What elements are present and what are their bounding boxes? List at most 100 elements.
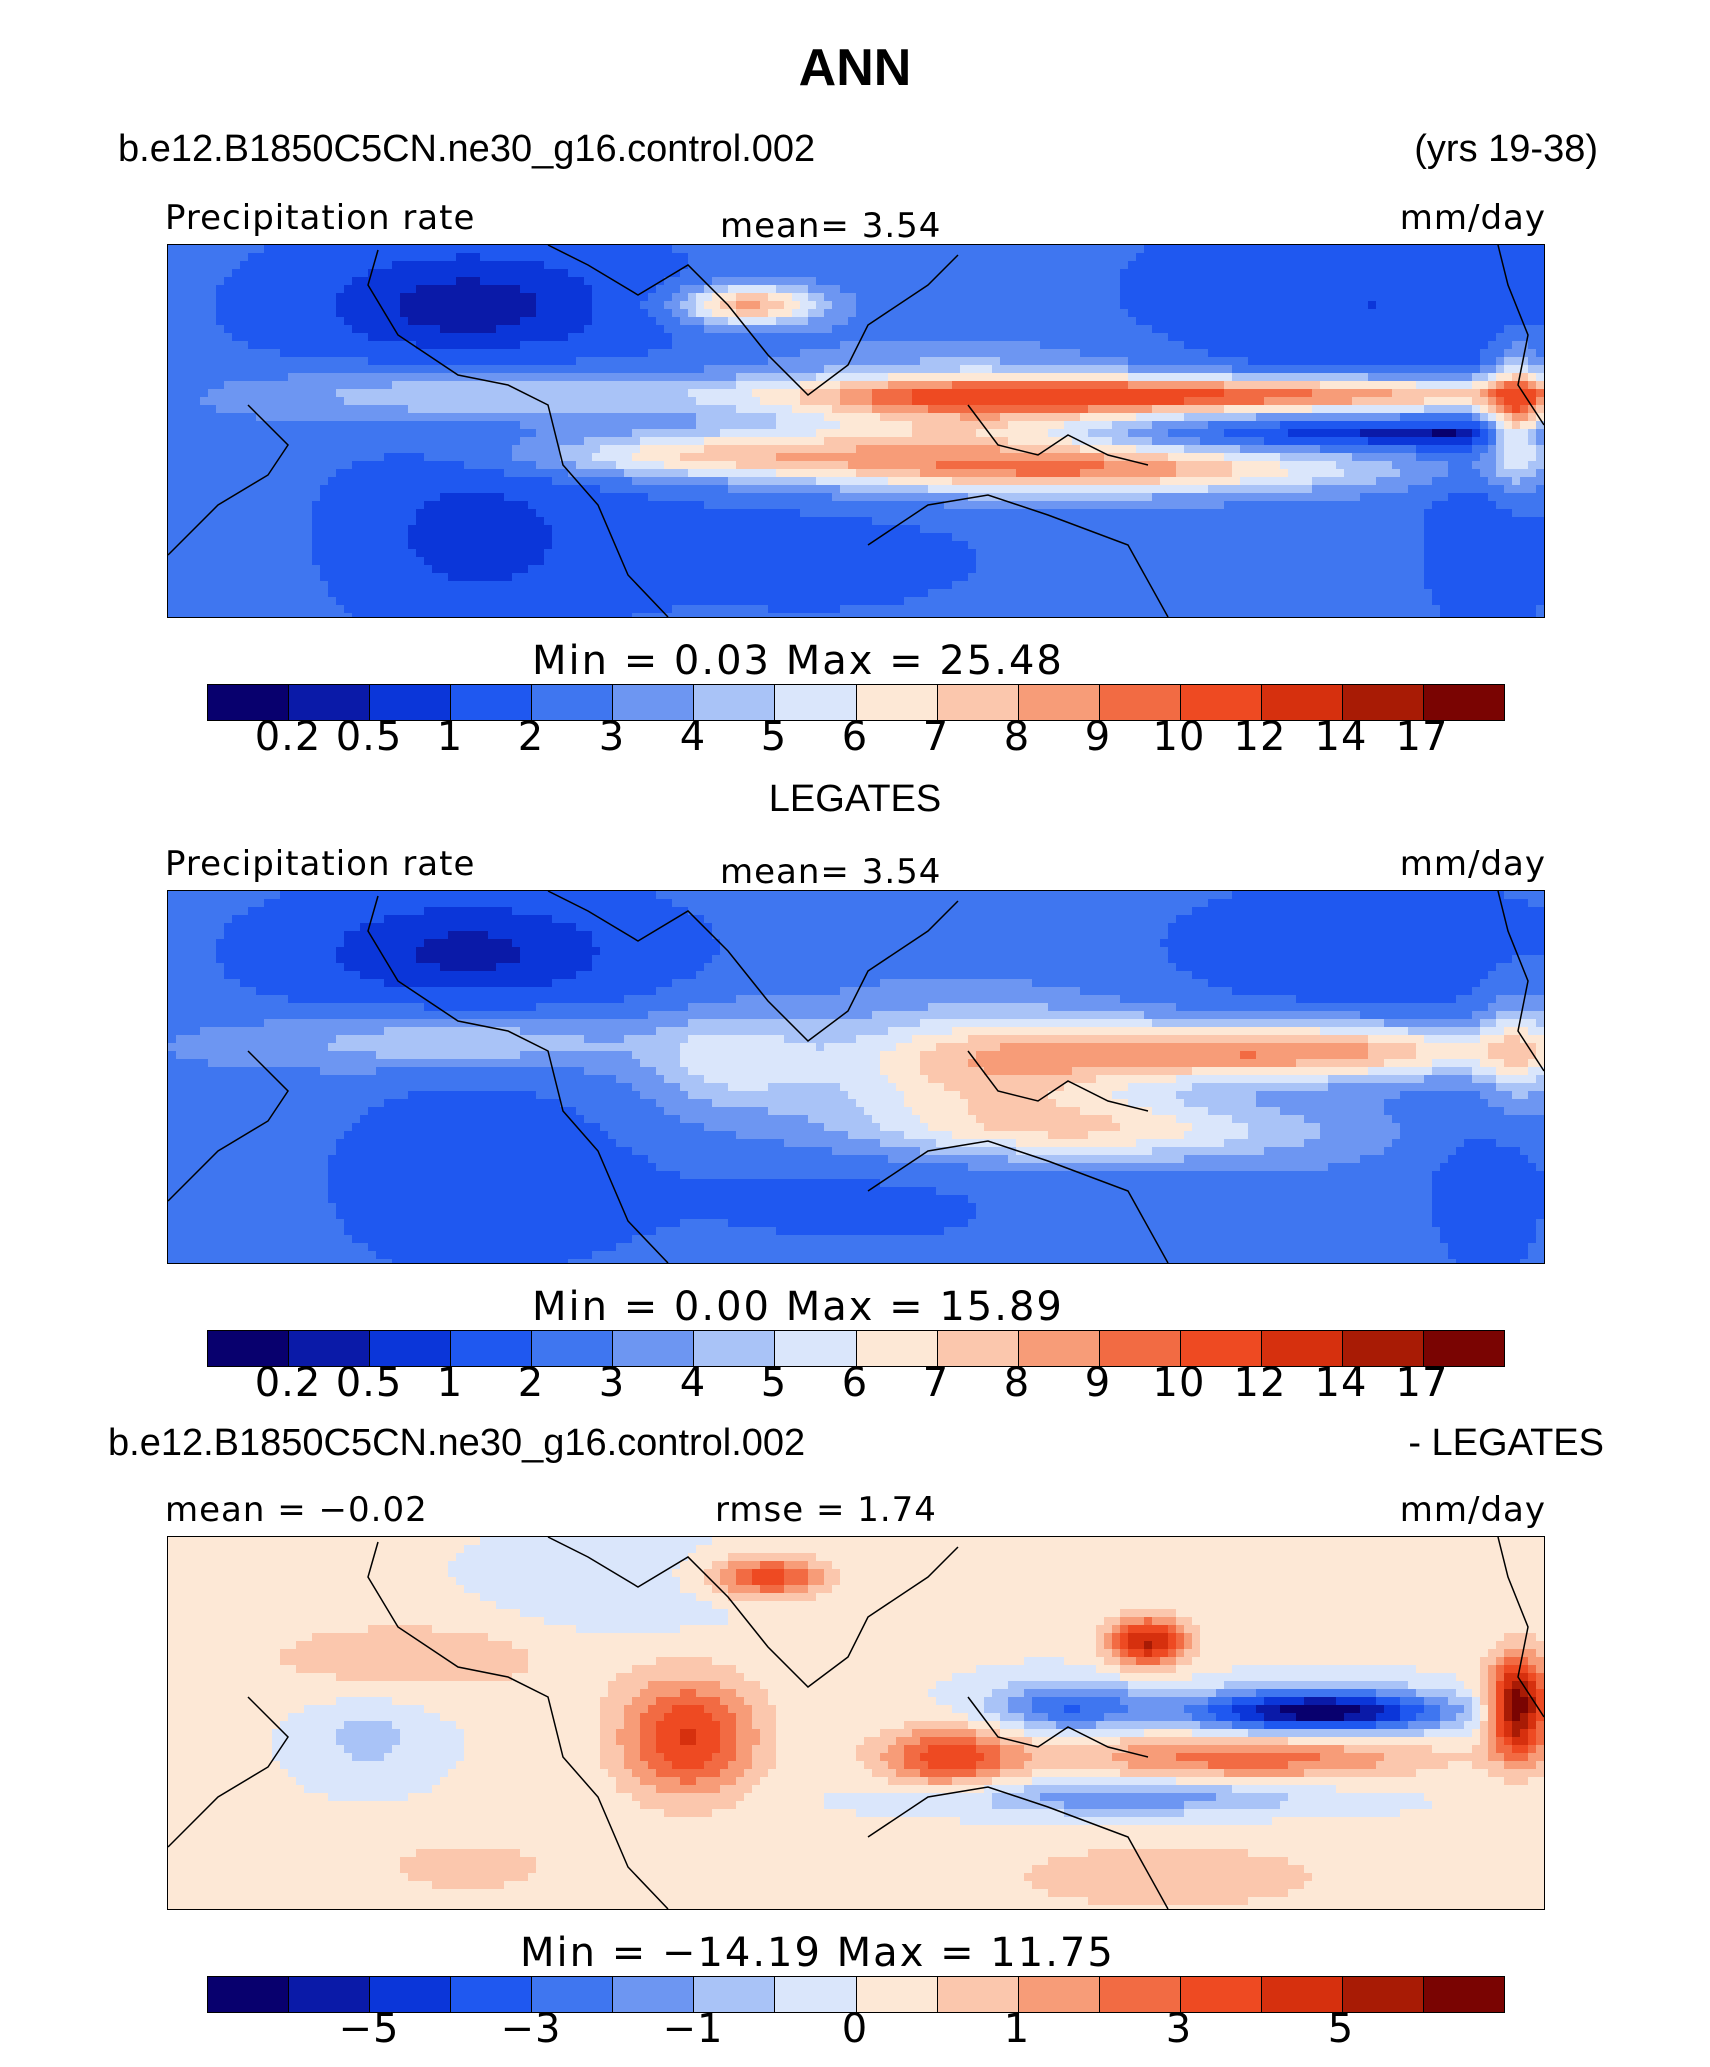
map-cell: [1072, 301, 1081, 310]
map-cell: [552, 261, 561, 270]
map-cell: [1168, 317, 1177, 326]
map-cell: [1464, 453, 1473, 462]
map-cell: [752, 285, 761, 294]
map-cell: [1144, 437, 1153, 446]
map-cell: [552, 333, 561, 342]
map-cell: [216, 333, 225, 342]
map-cell: [1320, 389, 1329, 398]
map-cell: [1136, 461, 1145, 470]
map-cell: [1032, 293, 1041, 302]
map-cell: [232, 317, 241, 326]
map-cell: [744, 341, 753, 350]
map-cell: [432, 461, 441, 470]
map-cell: [232, 421, 241, 430]
map-cell: [736, 357, 745, 366]
map-cell: [1304, 325, 1313, 334]
map-cell: [528, 261, 537, 270]
map-cell: [1488, 245, 1497, 254]
map-cell: [1088, 269, 1097, 278]
map-cell: [1536, 309, 1544, 318]
map-cell: [760, 341, 769, 350]
map-cell: [1248, 357, 1257, 366]
map-cell: [920, 381, 929, 390]
map-cell: [1208, 469, 1217, 478]
map-cell: [544, 277, 553, 286]
map-cell: [1240, 373, 1249, 382]
map-cell: [1336, 413, 1345, 422]
map-cell: [264, 389, 273, 398]
map-cell: [680, 365, 689, 374]
map-cell: [856, 445, 865, 454]
map-cell: [192, 381, 201, 390]
map-cell: [1216, 365, 1225, 374]
map-cell: [512, 437, 521, 446]
map-cell: [432, 293, 441, 302]
map-cell: [896, 253, 905, 262]
map-cell: [616, 349, 625, 358]
map-cell: [272, 309, 281, 318]
map-cell: [1144, 293, 1153, 302]
map-cell: [856, 333, 865, 342]
map-cell: [536, 357, 545, 366]
map-cell: [744, 293, 753, 302]
map-cell: [424, 245, 433, 254]
map-cell: [176, 469, 185, 478]
map-cell: [1128, 253, 1137, 262]
map-cell: [1312, 413, 1321, 422]
map-cell: [1248, 253, 1257, 262]
map-cell: [208, 253, 217, 262]
map-cell: [1400, 389, 1409, 398]
map-cell: [704, 293, 713, 302]
map-cell: [1352, 437, 1361, 446]
map-cell: [824, 277, 833, 286]
map-cell: [296, 277, 305, 286]
map-cell: [296, 461, 305, 470]
map-cell: [784, 461, 793, 470]
map-cell: [536, 405, 545, 414]
map-cell: [1232, 301, 1241, 310]
map-cell: [800, 269, 809, 278]
map-cell: [384, 309, 393, 318]
map-cell: [1408, 437, 1417, 446]
map-cell: [656, 301, 665, 310]
map-cell: [1056, 381, 1065, 390]
map-cell: [1016, 429, 1025, 438]
map-cell: [1056, 293, 1065, 302]
map-cell: [936, 285, 945, 294]
map-cell: [1344, 333, 1353, 342]
map-cell: [608, 469, 617, 478]
map-cell: [272, 453, 281, 462]
map-cell: [1520, 421, 1529, 430]
map-cell: [1208, 277, 1217, 286]
map-cell: [456, 317, 465, 326]
map-cell: [944, 405, 953, 414]
map-cell: [336, 245, 345, 254]
map-cell: [816, 341, 825, 350]
map-cell: [896, 421, 905, 430]
map-cell: [1088, 253, 1097, 262]
map-cell: [208, 333, 217, 342]
map-cell: [368, 421, 377, 430]
map-cell: [488, 469, 497, 478]
map-cell: [920, 397, 929, 406]
map-cell: [1248, 381, 1257, 390]
map-cell: [424, 421, 433, 430]
map-cell: [184, 421, 193, 430]
map-cell: [720, 429, 729, 438]
map-cell: [544, 309, 553, 318]
map-cell: [336, 349, 345, 358]
map-cell: [1232, 381, 1241, 390]
map-cell: [1504, 461, 1513, 470]
map-cell: [1384, 341, 1393, 350]
map-cell: [936, 277, 945, 286]
map-cell: [1336, 301, 1345, 310]
map-cell: [712, 341, 721, 350]
map-cell: [392, 469, 401, 478]
map-cell: [1224, 365, 1233, 374]
map-cell: [792, 277, 801, 286]
map-cell: [192, 429, 201, 438]
map-cell: [296, 469, 305, 478]
map-cell: [200, 397, 209, 406]
map-cell: [1368, 389, 1377, 398]
map-cell: [1416, 437, 1425, 446]
